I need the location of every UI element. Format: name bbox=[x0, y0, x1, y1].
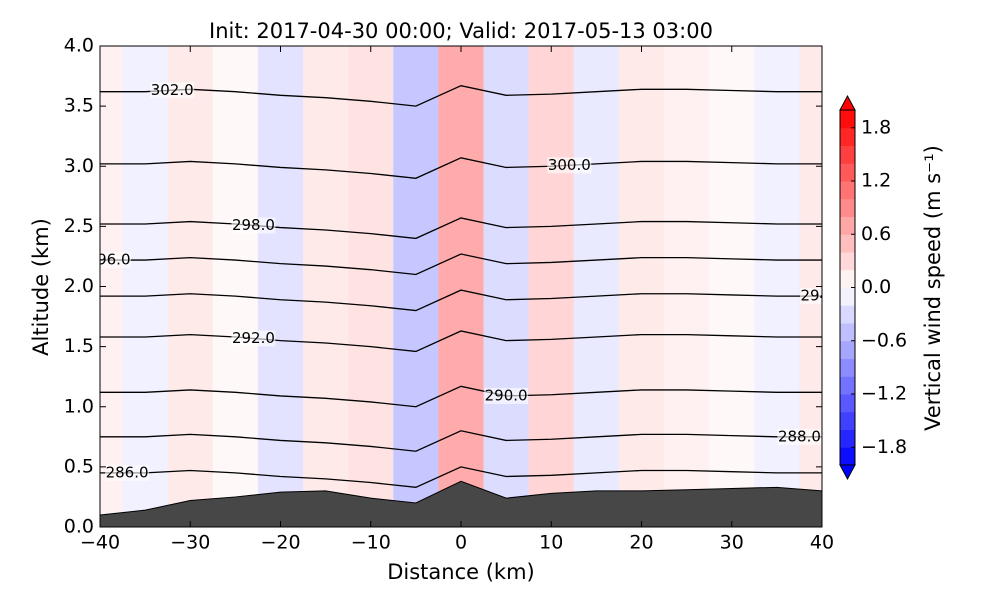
contour-label: 292.0 bbox=[232, 329, 275, 347]
colorbar-cell bbox=[840, 429, 855, 448]
contour-label: 290.0 bbox=[485, 386, 528, 404]
colorbar-cell bbox=[840, 287, 855, 306]
colorbar-cell bbox=[840, 216, 855, 235]
contour-label-bg bbox=[777, 428, 822, 445]
vertical-wind-stripe bbox=[573, 46, 619, 527]
colorbar-tick-label: −0.6 bbox=[861, 329, 907, 351]
colorbar-extend-min bbox=[839, 464, 856, 481]
colorbar-tick-label: −1.8 bbox=[861, 436, 907, 458]
contour-label-bg bbox=[484, 387, 529, 404]
vertical-wind-stripe bbox=[528, 46, 574, 527]
colorbar-cell bbox=[840, 234, 855, 253]
vertical-wind-stripe bbox=[167, 46, 213, 527]
contour-label: 298.0 bbox=[232, 216, 275, 234]
isentrope bbox=[100, 289, 822, 312]
chart-title: Init: 2017-04-30 00:00; Valid: 2017-05-1… bbox=[209, 19, 713, 43]
contour-label-bg bbox=[150, 82, 195, 99]
colorbar-cell bbox=[840, 323, 855, 342]
colorbar-cell bbox=[840, 269, 855, 288]
contour-label: 302.0 bbox=[151, 81, 194, 99]
colorbar-extend-max bbox=[839, 94, 856, 111]
terrain bbox=[100, 480, 822, 527]
contour-label-bg bbox=[231, 330, 276, 347]
x-tick-label: 20 bbox=[629, 532, 653, 554]
y-tick-label: 0.0 bbox=[64, 516, 94, 538]
vertical-wind-stripe bbox=[438, 46, 484, 527]
x-tick-label: −20 bbox=[260, 532, 300, 554]
vertical-wind-stripe bbox=[303, 46, 349, 527]
colorbar-label: Vertical wind speed (m s⁻¹) bbox=[921, 145, 945, 431]
colorbar-cell bbox=[840, 358, 855, 377]
vertical-wind-stripe bbox=[393, 46, 439, 527]
colorbar-cell bbox=[840, 376, 855, 395]
contour-label-bg bbox=[231, 217, 276, 234]
y-tick-label: 4.0 bbox=[64, 35, 94, 57]
colorbar-tick-label: 1.2 bbox=[861, 170, 891, 192]
y-tick-label: 1.0 bbox=[64, 395, 94, 417]
vertical-wind-stripe bbox=[122, 46, 168, 527]
colorbar-cell bbox=[840, 127, 855, 146]
colorbar-cell bbox=[840, 181, 855, 200]
x-axis-label: Distance (km) bbox=[387, 560, 535, 584]
isentrope bbox=[100, 430, 822, 452]
isentrope bbox=[100, 253, 822, 276]
vertical-wind-stripe bbox=[754, 46, 800, 527]
contour-label: 300.0 bbox=[548, 156, 591, 174]
colorbar-tick-label: 0.0 bbox=[861, 276, 891, 298]
isentrope bbox=[100, 385, 822, 408]
x-tick-label: 40 bbox=[810, 532, 834, 554]
x-tick-label: 30 bbox=[720, 532, 744, 554]
vertical-wind-stripe bbox=[257, 46, 304, 527]
x-tick-label: −30 bbox=[170, 532, 210, 554]
contour-label-bg bbox=[105, 464, 150, 481]
plot-area: 286.0 288.0 290.0 292.0 294.0 296.0 298.0 300.0… bbox=[88, 46, 844, 527]
contour-label: 286.0 bbox=[106, 463, 149, 481]
vertical-wind-stripe bbox=[664, 46, 710, 527]
isentrope bbox=[100, 217, 822, 240]
y-tick-label: 3.5 bbox=[64, 95, 94, 117]
colorbar-cell bbox=[840, 252, 855, 271]
contour-label-bg bbox=[800, 288, 822, 305]
vertical-wind-stripe bbox=[618, 46, 665, 527]
vertical-wind-stripe bbox=[709, 46, 755, 527]
colorbar-tick-label: 1.8 bbox=[861, 116, 891, 138]
isentrope bbox=[100, 330, 822, 353]
isentrope bbox=[100, 466, 822, 488]
vertical-wind-stripe bbox=[483, 46, 529, 527]
vertical-wind-stripe bbox=[212, 46, 258, 527]
isentrope bbox=[100, 85, 822, 107]
contour-label: 288.0 bbox=[778, 427, 821, 445]
colorbar-cell bbox=[840, 411, 855, 430]
y-tick-label: 1.5 bbox=[64, 335, 94, 357]
y-tick-label: 2.5 bbox=[64, 215, 94, 237]
y-tick-label: 0.5 bbox=[64, 455, 94, 477]
colorbar-cell bbox=[840, 305, 855, 324]
colorbar-cell bbox=[840, 447, 855, 466]
x-tick-label: −10 bbox=[351, 532, 391, 554]
contour-label: 294.0 bbox=[801, 287, 844, 305]
x-tick-label: 10 bbox=[539, 532, 563, 554]
contour-label-bg bbox=[547, 157, 592, 174]
contour-label-bg bbox=[100, 252, 132, 269]
colorbar-cell bbox=[840, 340, 855, 359]
colorbar-tick-label: −1.2 bbox=[861, 383, 907, 405]
x-tick-label: 0 bbox=[455, 532, 467, 554]
colorbar-tick-label: 0.6 bbox=[861, 223, 891, 245]
y-tick-label: 2.0 bbox=[64, 275, 94, 297]
x-tick-label: −40 bbox=[80, 532, 120, 554]
contour-label: 296.0 bbox=[88, 251, 131, 269]
colorbar-cell bbox=[840, 145, 855, 164]
y-tick-label: 3.0 bbox=[64, 155, 94, 177]
y-axis-label: Altitude (km) bbox=[29, 218, 53, 356]
colorbar-cell bbox=[840, 198, 855, 217]
colorbar-cell bbox=[840, 163, 855, 182]
isentrope bbox=[100, 157, 822, 179]
colorbar-cell bbox=[840, 110, 855, 129]
vertical-wind-stripe bbox=[348, 46, 394, 527]
colorbar-cell bbox=[840, 394, 855, 413]
